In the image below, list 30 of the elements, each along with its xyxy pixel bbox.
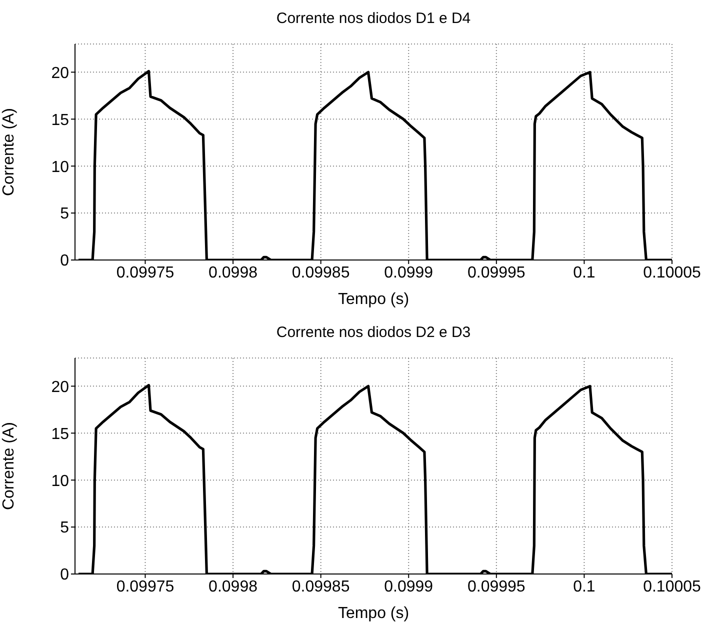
y-tick-label: 15	[51, 426, 70, 443]
x-tick-label: 0.10005	[643, 264, 702, 282]
x-tick-label: 0.0999	[384, 264, 434, 282]
y-tick-label: 5	[60, 520, 70, 537]
x-tick-label: 0.09995	[467, 578, 526, 596]
y-tick-label: 10	[51, 158, 70, 176]
x-axis-title: Tempo (s)	[338, 291, 410, 308]
y-tick-label: 15	[51, 112, 70, 129]
x-tick-label: 0.0999	[384, 578, 434, 596]
y-tick-label: 10	[51, 472, 70, 490]
chart-title: Corrente nos diodos D1 e D4	[275, 10, 472, 27]
y-tick-label: 20	[51, 378, 70, 396]
x-tick-label: 0.0998	[208, 264, 258, 282]
x-tick-label: 0.1	[573, 578, 596, 596]
x-tick-label: 0.0998	[208, 578, 258, 596]
x-tick-label: 0.09985	[292, 578, 350, 596]
x-tick-label: 0.09975	[116, 264, 174, 282]
x-tick-label: 0.09975	[116, 578, 174, 596]
y-tick-label: 5	[60, 206, 70, 223]
y-tick-label: 20	[51, 64, 70, 82]
y-axis-title: Corrente (A)	[0, 422, 18, 510]
x-tick-label: 0.09995	[467, 264, 526, 282]
x-tick-label: 0.1	[573, 264, 596, 282]
chart-title: Corrente nos diodos D2 e D3	[275, 324, 472, 341]
x-tick-label: 0.09985	[292, 264, 350, 282]
x-axis-title: Tempo (s)	[338, 605, 410, 622]
x-tick-label: 0.10005	[643, 578, 702, 596]
y-axis-title: Corrente (A)	[0, 108, 18, 196]
y-tick-label: 0	[60, 252, 70, 270]
y-tick-label: 0	[60, 566, 70, 584]
